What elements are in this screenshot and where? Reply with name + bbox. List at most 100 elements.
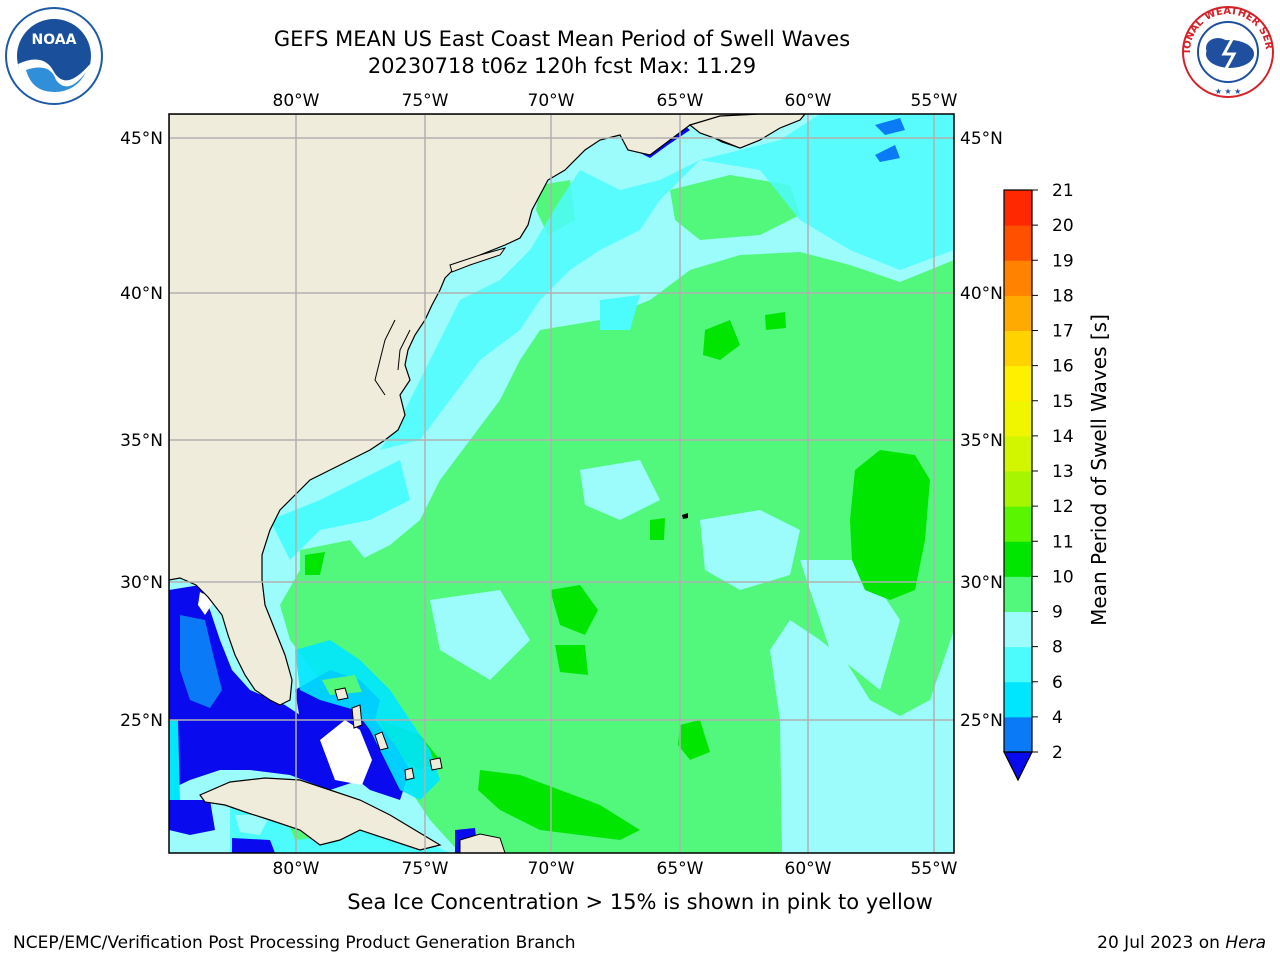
bottom-longitude-labels: 80°W 75°W 70°W 65°W 60°W 55°W [273,859,958,879]
colorbar-band [1004,190,1032,226]
swell-period-10-11-patch [703,320,740,360]
coastline-detail [374,319,411,396]
sea-ice-footnote: Sea Ice Concentration > 15% is shown in … [347,890,933,914]
colorbar-band [1004,435,1032,472]
colorbar-band [1004,646,1032,683]
nws-logo: NATIONAL WEATHER SERVICE ★ ★ ★ [1178,4,1274,98]
colorbar-band [1004,295,1032,331]
land-bahamas-island [404,767,415,781]
colorbar-tick-label: 17 [1052,322,1074,342]
colorbar-extend-min [1003,751,1033,782]
svg-text:★ ★ ★: ★ ★ ★ [1215,87,1242,96]
footer-producer: NCEP/EMC/Verification Post Processing Pr… [13,933,576,953]
lon-label: 80°W [273,91,320,111]
right-latitude-labels: 45°N 40°N 35°N 30°N 25°N [960,129,1003,731]
lon-label: 65°W [657,859,704,879]
gulf-swell-2-4-region [169,585,360,790]
colorbar-tick-label: 15 [1052,392,1074,412]
colorbar-tick-label: 2 [1052,743,1063,763]
map-plot-area [169,114,954,853]
lon-label: 80°W [273,859,320,879]
colorbar-band [1004,471,1032,507]
land-bermuda [682,513,688,519]
swell-period-9-10-region [280,252,954,853]
land-bahamas-island [429,757,443,771]
swell-period-8-9-patch [580,460,660,520]
nova-scotia-swell-4-6-patch [875,118,905,135]
colorbar-band [1004,716,1032,753]
colorbar-tick-label: 6 [1052,673,1063,693]
lon-label: 55°W [911,859,958,879]
map-subtitle: 20230718 t06z 120h fcst Max: 11.29 [367,54,757,78]
footer-date: 20 Jul 2023 on Hera [1097,933,1266,953]
land-hispaniola [459,833,506,853]
colorbar-band [1004,330,1032,367]
swell-period-10-11-patch [478,770,640,840]
gulf-swell-4-6-region [180,615,222,708]
land-north-america [169,114,807,706]
colorbar-tick-label: 18 [1052,286,1074,306]
land-bahamas-island [334,687,349,701]
footer-date-text: 20 Jul 2023 on [1097,933,1220,953]
land-cuba [199,777,442,851]
nova-scotia-swell-4-6-patch [875,145,900,162]
lon-label: 70°W [528,91,575,111]
swell-period-10-11-patch [555,645,588,675]
left-latitude-labels: 45°N 40°N 35°N 30°N 25°N [120,129,163,731]
colorbar-tick-label: 4 [1052,708,1063,728]
lon-label: 75°W [402,859,449,879]
lat-label: 45°N [960,129,1003,149]
colorbar-band [1004,576,1032,612]
lat-label: 40°N [960,284,1003,304]
colorbar-tick-label: 21 [1052,181,1074,201]
lat-label: 30°N [960,573,1003,593]
caribbean-swell-8-9-patch [235,815,270,835]
colorbar-tick-label: 16 [1052,357,1074,377]
lon-label: 60°W [785,91,832,111]
colorbar: 2 4 6 8 9 10 11 12 13 14 15 16 17 18 19 20 21 [1003,181,1074,782]
swell-period-10-11-patch [765,312,786,330]
land-bahamas-island [374,731,389,751]
colorbar-tick-label: 20 [1052,216,1074,236]
swell-period-9-10-patch [670,175,800,240]
lon-label: 65°W [657,91,704,111]
colorbar-tick-label: 14 [1052,427,1074,447]
colorbar-tick-label: 12 [1052,497,1074,517]
swell-period-10-11-patch [650,518,665,540]
colorbar-tick-label: 8 [1052,638,1063,658]
swell-period-10-11-patch [305,552,325,575]
footer-machine: Hera [1225,933,1266,953]
bahamas-shadow-white [320,720,372,785]
noaa-logo: NOAA [5,7,103,105]
colorbar-band [1004,541,1032,577]
swell-period-8-9-patch [700,510,800,590]
bahamas-swell-9-10-patch [322,675,362,695]
lat-label: 25°N [120,711,163,731]
map-title: GEFS MEAN US East Coast Mean Period of S… [273,27,851,51]
colorbar-tick-label: 13 [1052,462,1074,482]
lon-label: 70°W [528,859,575,879]
lat-label: 25°N [960,711,1003,731]
colorbar-band [1004,260,1032,296]
lon-label: 75°W [402,91,449,111]
colorbar-tick-label: 9 [1052,603,1063,623]
colorbar-tick-label: 11 [1052,532,1074,552]
lat-label: 40°N [120,284,163,304]
colorbar-tick-label: 10 [1052,567,1074,587]
graticule [169,114,954,853]
colorbar-band [1004,225,1032,261]
land-bahamas-island [351,704,363,729]
lon-label: 55°W [911,91,958,111]
noaa-logo-text: NOAA [32,32,77,48]
swell-period-10-11-patch [850,450,930,600]
colorbar-band [1004,611,1032,648]
swell-period-10-11-patch [550,585,598,635]
colorbar-band [1004,400,1032,437]
lat-label: 35°N [120,431,163,451]
lat-label: 30°N [120,573,163,593]
swell-period-8-9-patch [430,590,530,680]
land-long-island [449,247,507,273]
gulf-swell-6-8-band [169,720,180,800]
swell-period-6-8-patch [270,460,410,560]
